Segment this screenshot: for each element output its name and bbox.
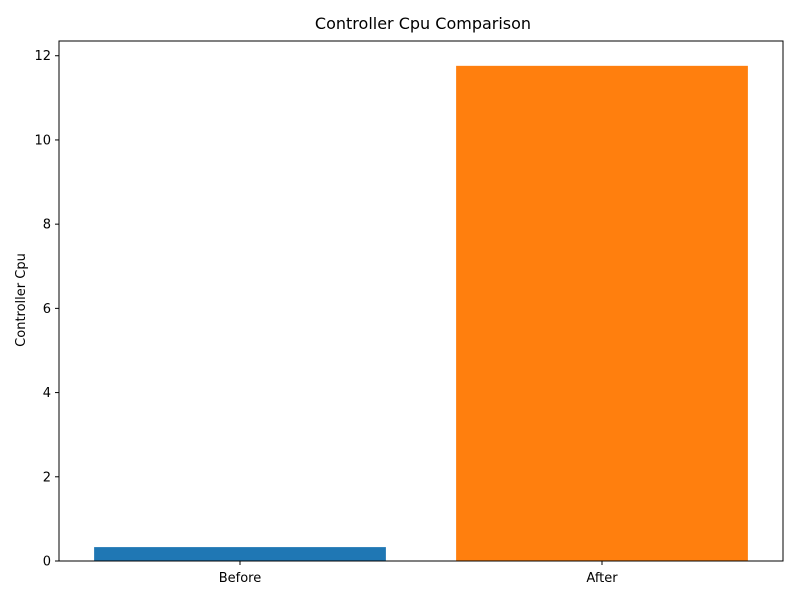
x-tick-label: After — [586, 571, 618, 586]
y-tick-label: 4 — [43, 386, 51, 401]
y-axis-label: Controller Cpu — [14, 253, 29, 347]
y-tick-label: 8 — [43, 218, 51, 233]
x-axis-ticks: Before After — [219, 561, 618, 586]
y-tick-label: 6 — [43, 302, 51, 317]
plot-frame — [58, 40, 784, 562]
x-tick-label: Before — [219, 571, 262, 586]
y-axis-ticks: 0 2 4 6 8 10 12 — [34, 49, 59, 570]
y-tick-label: 10 — [34, 133, 51, 148]
y-tick-label: 2 — [43, 470, 51, 485]
y-tick-label: 0 — [43, 555, 51, 570]
y-tick-label: 12 — [34, 49, 51, 64]
chart-title: Controller Cpu Comparison — [315, 14, 531, 33]
bar-after — [456, 65, 748, 561]
bar-before — [94, 547, 386, 561]
bars-layer — [94, 65, 748, 561]
